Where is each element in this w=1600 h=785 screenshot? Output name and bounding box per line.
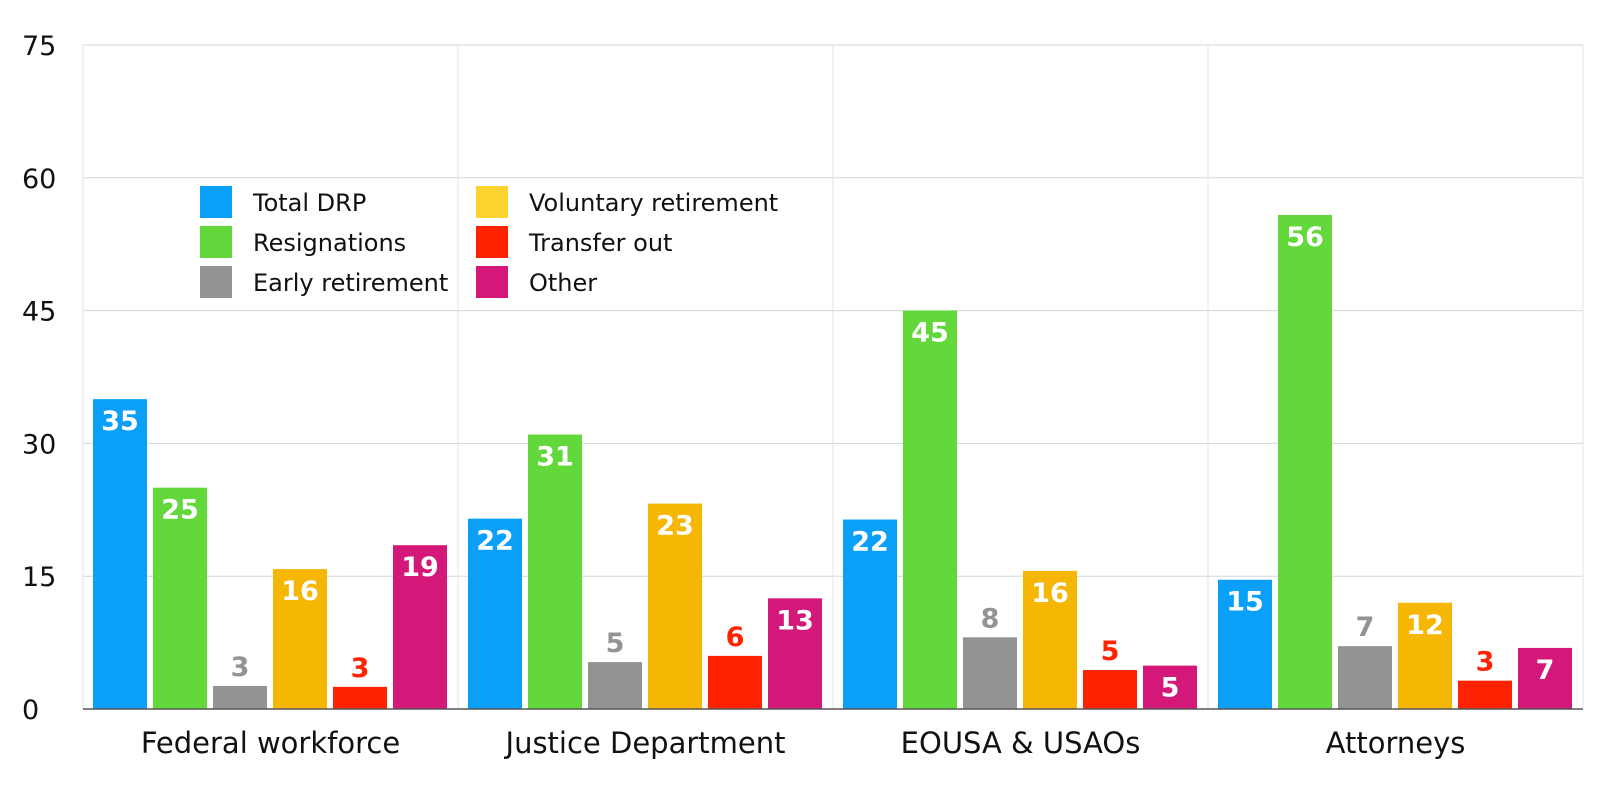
data-label-attorneys-resignations: 56 [1286, 222, 1324, 253]
bar-attorneys-transfer-out [1458, 680, 1512, 709]
bar-attorneys-voluntary-retirement [1398, 602, 1452, 709]
bar-layer [93, 214, 1572, 709]
data-label-justice-department-transfer-out: 6 [726, 622, 745, 653]
legend-label-voluntary-retirement: Voluntary retirement [529, 189, 778, 217]
bar-attorneys-early-retirement [1338, 646, 1392, 709]
data-label-attorneys-early-retirement: 7 [1356, 612, 1375, 643]
data-label-eousa-and-usaos-early-retirement: 8 [981, 603, 1000, 634]
bar-justice-department-resignations [528, 434, 582, 709]
legend-swatch-total-drp [200, 186, 232, 218]
bar-justice-department-voluntary-retirement [648, 503, 702, 709]
bar-justice-department-early-retirement [588, 662, 642, 709]
x-category-label-eousa-and-usaos: EOUSA & USAOs [901, 726, 1141, 760]
bar-justice-department-other [768, 598, 822, 709]
data-label-justice-department-other: 13 [776, 605, 814, 636]
bar-attorneys-other [1518, 647, 1572, 709]
bar-eousa-and-usaos-early-retirement [963, 637, 1017, 709]
data-label-attorneys-voluntary-retirement: 12 [1406, 610, 1444, 641]
legend-swatch-transfer-out [476, 226, 508, 258]
y-tick-label-0: 0 [22, 695, 39, 726]
legend-label-early-retirement: Early retirement [253, 269, 448, 297]
bar-justice-department-total-drp [468, 518, 522, 709]
legend-label-resignations: Resignations [253, 229, 406, 257]
data-label-eousa-and-usaos-resignations: 45 [911, 318, 949, 349]
x-category-label-justice-department: Justice Department [504, 726, 786, 760]
data-label-federal-workforce-early-retirement: 3 [231, 652, 250, 683]
bar-attorneys-total-drp [1218, 579, 1272, 709]
y-tick-label-45: 45 [22, 297, 56, 328]
bar-attorneys-resignations [1278, 214, 1332, 709]
data-label-attorneys-transfer-out: 3 [1476, 647, 1495, 678]
bar-eousa-and-usaos-voluntary-retirement [1023, 570, 1077, 709]
bar-justice-department-transfer-out [708, 655, 762, 709]
y-tick-label-75: 75 [22, 31, 56, 62]
x-category-label-federal-workforce: Federal workforce [141, 726, 400, 760]
bar-federal-workforce-transfer-out [333, 686, 387, 709]
data-label-attorneys-other: 7 [1536, 655, 1555, 686]
data-label-eousa-and-usaos-other: 5 [1161, 673, 1180, 704]
data-label-justice-department-resignations: 31 [536, 442, 574, 473]
data-label-federal-workforce-transfer-out: 3 [351, 653, 370, 684]
bar-federal-workforce-other [393, 545, 447, 709]
grid-layer [82, 44, 1584, 709]
data-label-justice-department-voluntary-retirement: 23 [656, 511, 694, 542]
legend-label-total-drp: Total DRP [252, 189, 366, 217]
data-label-federal-workforce-resignations: 25 [161, 495, 199, 526]
legend: Total DRP Voluntary retirement Resignati… [200, 186, 778, 298]
data-label-layer: 35 25 3 16 3 19 22 31 5 23 6 13 22 45 8 16 5 5 15 56 7 12 3 7 [101, 222, 1554, 704]
bar-eousa-and-usaos-other [1143, 665, 1197, 709]
data-label-justice-department-early-retirement: 5 [606, 628, 625, 659]
bar-eousa-and-usaos-resignations [903, 310, 957, 709]
y-tick-label-60: 60 [22, 164, 56, 195]
data-label-federal-workforce-voluntary-retirement: 16 [281, 576, 319, 607]
legend-swatch-voluntary-retirement [476, 186, 508, 218]
legend-swatch-resignations [200, 226, 232, 258]
legend-label-transfer-out: Transfer out [528, 229, 672, 257]
x-category-label-attorneys: Attorneys [1326, 726, 1466, 760]
data-label-eousa-and-usaos-total-drp: 22 [851, 527, 889, 558]
legend-swatch-other [476, 266, 508, 298]
data-label-federal-workforce-total-drp: 35 [101, 406, 139, 437]
y-tick-label-30: 30 [22, 429, 56, 460]
y-tick-label-15: 15 [22, 562, 56, 593]
data-label-eousa-and-usaos-voluntary-retirement: 16 [1031, 578, 1069, 609]
data-label-eousa-and-usaos-transfer-out: 5 [1101, 636, 1120, 667]
legend-label-other: Other [529, 269, 597, 297]
bar-eousa-and-usaos-total-drp [843, 519, 897, 709]
data-label-attorneys-total-drp: 15 [1226, 587, 1264, 618]
bar-federal-workforce-total-drp [93, 399, 147, 709]
data-label-justice-department-total-drp: 22 [476, 526, 514, 557]
bar-federal-workforce-voluntary-retirement [273, 569, 327, 709]
bar-eousa-and-usaos-transfer-out [1083, 670, 1137, 709]
bar-federal-workforce-resignations [153, 487, 207, 709]
bar-federal-workforce-early-retirement [213, 685, 267, 709]
data-label-federal-workforce-other: 19 [401, 552, 439, 583]
legend-swatch-early-retirement [200, 266, 232, 298]
